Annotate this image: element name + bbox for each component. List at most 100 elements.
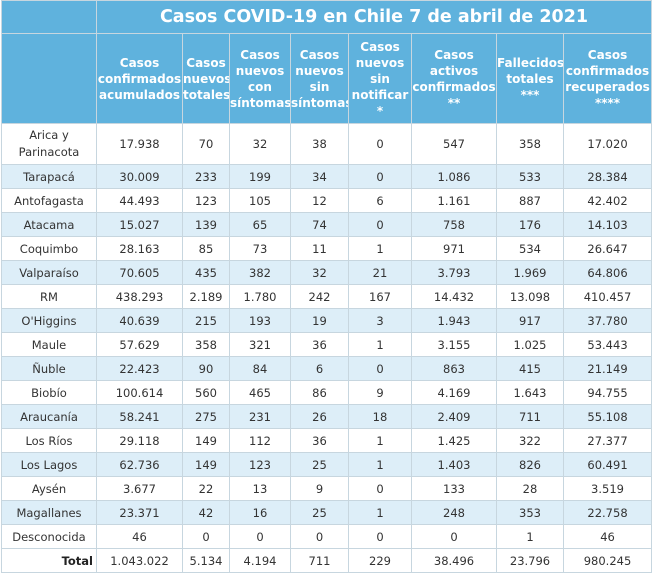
column-header-line: confirmados bbox=[412, 79, 496, 94]
table-row: Biobío 100.614 560 465 86 9 4.169 1.643 94.755 bbox=[1, 380, 652, 405]
value-cell: 57.629 bbox=[96, 332, 183, 357]
region-cell: O'Higgins bbox=[1, 308, 97, 333]
column-header-line: sin bbox=[370, 71, 390, 86]
table-body: Arica y Parinacota 17.938 70 32 38 0 547 358 17.… bbox=[1, 123, 652, 573]
value-cell: 22.758 bbox=[562, 500, 652, 525]
value-cell: 560 bbox=[182, 380, 230, 405]
value-cell: 149 bbox=[182, 428, 230, 453]
value-cell: 86 bbox=[290, 380, 349, 405]
column-header-line: Casos bbox=[299, 47, 340, 62]
value-cell: 17.020 bbox=[562, 123, 652, 165]
region-cell: Magallanes bbox=[1, 500, 97, 525]
column-header-line: notificar bbox=[351, 87, 409, 102]
table-row: Tarapacá 30.009 233 199 34 0 1.086 533 28.384 bbox=[1, 164, 652, 189]
corner-cell bbox=[1, 0, 97, 34]
value-cell: 21.149 bbox=[562, 356, 652, 381]
value-cell: 60.491 bbox=[562, 452, 652, 477]
value-cell: 46 bbox=[562, 524, 652, 549]
region-cell: Tarapacá bbox=[1, 164, 97, 189]
value-cell: 711 bbox=[496, 404, 564, 429]
value-cell: 36 bbox=[290, 428, 349, 453]
value-cell: 242 bbox=[290, 284, 349, 309]
column-header: Casos nuevos sin síntomas bbox=[290, 33, 349, 124]
value-cell: 21 bbox=[348, 260, 412, 285]
value-cell: 23.371 bbox=[96, 500, 183, 525]
value-cell: 74 bbox=[290, 212, 349, 237]
total-label: Total bbox=[1, 548, 97, 573]
value-cell: 231 bbox=[229, 404, 291, 429]
value-cell: 0 bbox=[348, 123, 412, 165]
value-cell: 533 bbox=[496, 164, 564, 189]
value-cell: 28.163 bbox=[96, 236, 183, 261]
value-cell: 94.755 bbox=[562, 380, 652, 405]
value-cell: 17.938 bbox=[96, 123, 183, 165]
value-cell: 971 bbox=[411, 236, 497, 261]
value-cell: 3.155 bbox=[411, 332, 497, 357]
value-cell: 1.780 bbox=[229, 284, 291, 309]
value-cell: 90 bbox=[182, 356, 230, 381]
column-header-line: * bbox=[376, 103, 384, 118]
value-cell: 44.493 bbox=[96, 188, 183, 213]
value-cell: 32 bbox=[229, 123, 291, 165]
column-header-line: ** bbox=[447, 95, 461, 110]
value-cell: 1.425 bbox=[411, 428, 497, 453]
table-row: Arica y Parinacota 17.938 70 32 38 0 547 358 17.… bbox=[1, 123, 652, 165]
column-header-line: sin bbox=[309, 79, 330, 94]
table-row: O'Higgins 40.639 215 193 19 3 1.943 917 37.780 bbox=[1, 308, 652, 333]
column-header-line: Casos bbox=[240, 47, 280, 62]
value-cell: 6 bbox=[290, 356, 349, 381]
column-header-line: Casos bbox=[119, 55, 160, 70]
value-cell: 3 bbox=[348, 308, 412, 333]
value-cell: 0 bbox=[229, 524, 291, 549]
total-value-cell: 1.043.022 bbox=[96, 548, 183, 573]
value-cell: 73 bbox=[229, 236, 291, 261]
total-value-cell: 980.245 bbox=[562, 548, 652, 573]
column-header-line: Casos bbox=[186, 55, 226, 70]
value-cell: 12 bbox=[290, 188, 349, 213]
total-value-cell: 711 bbox=[290, 548, 349, 573]
region-cell: Coquimbo bbox=[1, 236, 97, 261]
value-cell: 149 bbox=[182, 452, 230, 477]
value-cell: 0 bbox=[348, 356, 412, 381]
value-cell: 29.118 bbox=[96, 428, 183, 453]
total-value-cell: 5.134 bbox=[182, 548, 230, 573]
value-cell: 322 bbox=[496, 428, 564, 453]
value-cell: 70.605 bbox=[96, 260, 183, 285]
value-cell: 58.241 bbox=[96, 404, 183, 429]
value-cell: 0 bbox=[182, 524, 230, 549]
value-cell: 15.027 bbox=[96, 212, 183, 237]
value-cell: 53.443 bbox=[562, 332, 652, 357]
value-cell: 275 bbox=[182, 404, 230, 429]
value-cell: 40.639 bbox=[96, 308, 183, 333]
column-header-line: confirmados bbox=[97, 71, 182, 86]
column-header-line: *** bbox=[520, 87, 540, 102]
column-header: Casos confirmados recuperados **** bbox=[562, 33, 652, 124]
table-row: Araucanía 58.241 275 231 26 18 2.409 711 55.108 bbox=[1, 404, 652, 429]
total-value-cell: 38.496 bbox=[411, 548, 497, 573]
column-header-line: síntomas bbox=[230, 95, 291, 110]
value-cell: 1.086 bbox=[411, 164, 497, 189]
value-cell: 19 bbox=[290, 308, 349, 333]
value-cell: 62.736 bbox=[96, 452, 183, 477]
value-cell: 123 bbox=[182, 188, 230, 213]
column-header-line: **** bbox=[594, 95, 621, 110]
column-header-line: Fallecidos bbox=[497, 55, 564, 70]
value-cell: 1.025 bbox=[496, 332, 564, 357]
total-value-cell: 229 bbox=[348, 548, 412, 573]
region-header-cell bbox=[1, 33, 97, 124]
value-cell: 0 bbox=[348, 476, 412, 501]
value-cell: 863 bbox=[411, 356, 497, 381]
table-row: Atacama 15.027 139 65 74 0 758 176 14.103 bbox=[1, 212, 652, 237]
region-cell: Los Lagos bbox=[1, 452, 97, 477]
table-row: Magallanes 23.371 42 16 25 1 248 353 22.758 bbox=[1, 500, 652, 525]
value-cell: 435 bbox=[182, 260, 230, 285]
column-header-line: recuperados bbox=[565, 79, 650, 94]
value-cell: 0 bbox=[411, 524, 497, 549]
value-cell: 199 bbox=[229, 164, 291, 189]
value-cell: 0 bbox=[348, 164, 412, 189]
table-row: Ñuble 22.423 90 84 6 0 863 415 21.149 bbox=[1, 356, 652, 381]
column-header-line: Casos bbox=[587, 47, 628, 62]
column-header-line: nuevos bbox=[295, 63, 344, 78]
column-header-line: totales bbox=[183, 87, 230, 102]
